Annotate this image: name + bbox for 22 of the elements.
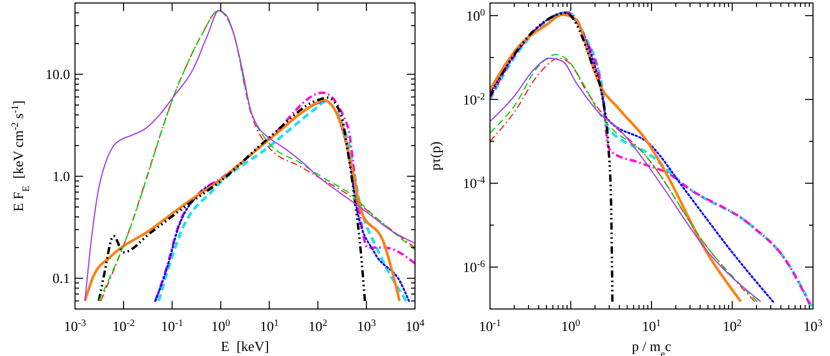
x-tick-label: 10$^{2}$ <box>308 318 328 335</box>
x-tick-label: 10$^{0}$ <box>561 318 580 335</box>
x-tick-label: 10$^{1}$ <box>642 318 662 335</box>
y-tick-label: 0.1 <box>52 272 70 288</box>
x-tick-label: 10$^{-1}$ <box>478 318 502 335</box>
y-tick-label: 10$^{-6}$ <box>462 258 486 276</box>
x-tick-label: 10$^{2}$ <box>722 318 742 335</box>
x-tick-label: 10$^{-1}$ <box>161 318 184 335</box>
y-tick-label: 1.0 <box>52 170 70 186</box>
x-tick-label: 10$^{-3}$ <box>64 318 86 335</box>
x-tick-label: 10$^{0}$ <box>211 318 230 335</box>
y-tick-label: 10$^{-4}$ <box>462 174 486 192</box>
y-axis-title: pτ(p) <box>429 141 444 170</box>
x-tick-label: 10$^{-2}$ <box>112 318 135 335</box>
x-tick-label: 10$^{4}$ <box>406 318 425 335</box>
y-tick-label: 10$^{-2}$ <box>462 90 486 108</box>
x-axis-title: E [keV] <box>220 340 270 355</box>
y-tick-label: 10.0 <box>46 68 70 84</box>
x-tick-label: 10$^{3}$ <box>356 318 376 335</box>
y-tick-label: 10$^{0}$ <box>466 7 486 25</box>
x-tick-label: 10$^{3}$ <box>804 318 823 335</box>
x-tick-label: 10$^{1}$ <box>260 318 279 335</box>
